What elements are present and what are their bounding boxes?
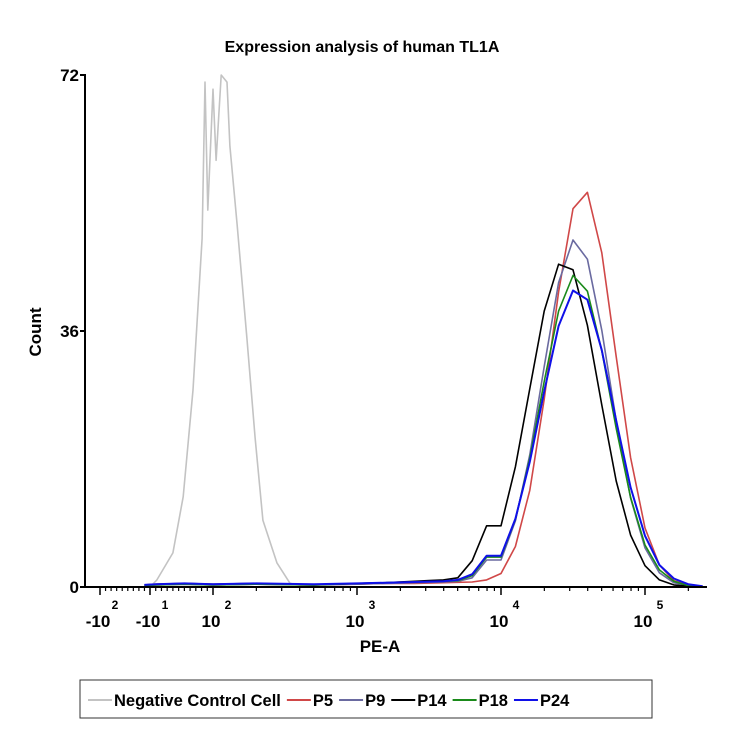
x-tick-exponent: 1 [162, 598, 169, 612]
x-tick-exponent: 5 [657, 598, 664, 612]
y-tick-label: 36 [60, 322, 79, 341]
x-tick-label: 10 [490, 612, 509, 631]
x-tick-label: -10 [136, 612, 161, 631]
x-tick-label: 10 [202, 612, 221, 631]
x-axis-label: PE-A [360, 637, 401, 656]
y-tick-label: 0 [70, 578, 79, 597]
x-tick-label: 10 [346, 612, 365, 631]
x-tick-label: -10 [86, 612, 111, 631]
x-tick-exponent: 2 [225, 598, 232, 612]
series-line-p14 [144, 263, 689, 588]
legend-label: P18 [479, 692, 508, 710]
series-line-negative-control-cell [149, 74, 310, 588]
series-line-p5 [144, 191, 703, 588]
x-tick-exponent: 2 [112, 598, 119, 612]
x-tick-label: 10 [634, 612, 653, 631]
legend: Negative Control Cell P5 P9 P14 P18 P24 [79, 679, 653, 719]
y-tick-label: 72 [60, 66, 79, 85]
series-layer [144, 74, 703, 588]
chart-title: Expression analysis of human TL1A [225, 39, 500, 56]
legend-label: P5 [313, 692, 333, 710]
x-tick-exponent: 4 [513, 598, 520, 612]
legend-label: P14 [417, 692, 447, 710]
legend-box [79, 679, 653, 719]
series-line-p24 [144, 289, 703, 588]
legend-label: P9 [365, 692, 385, 710]
legend-items: Negative Control Cell P5 P9 P14 P18 P24 [88, 692, 570, 710]
y-axis-label: Count [26, 307, 45, 356]
legend-label: Negative Control Cell [114, 692, 281, 710]
x-tick-exponent: 3 [369, 598, 376, 612]
legend-label: P24 [540, 692, 570, 710]
series-line-p9 [144, 239, 703, 588]
